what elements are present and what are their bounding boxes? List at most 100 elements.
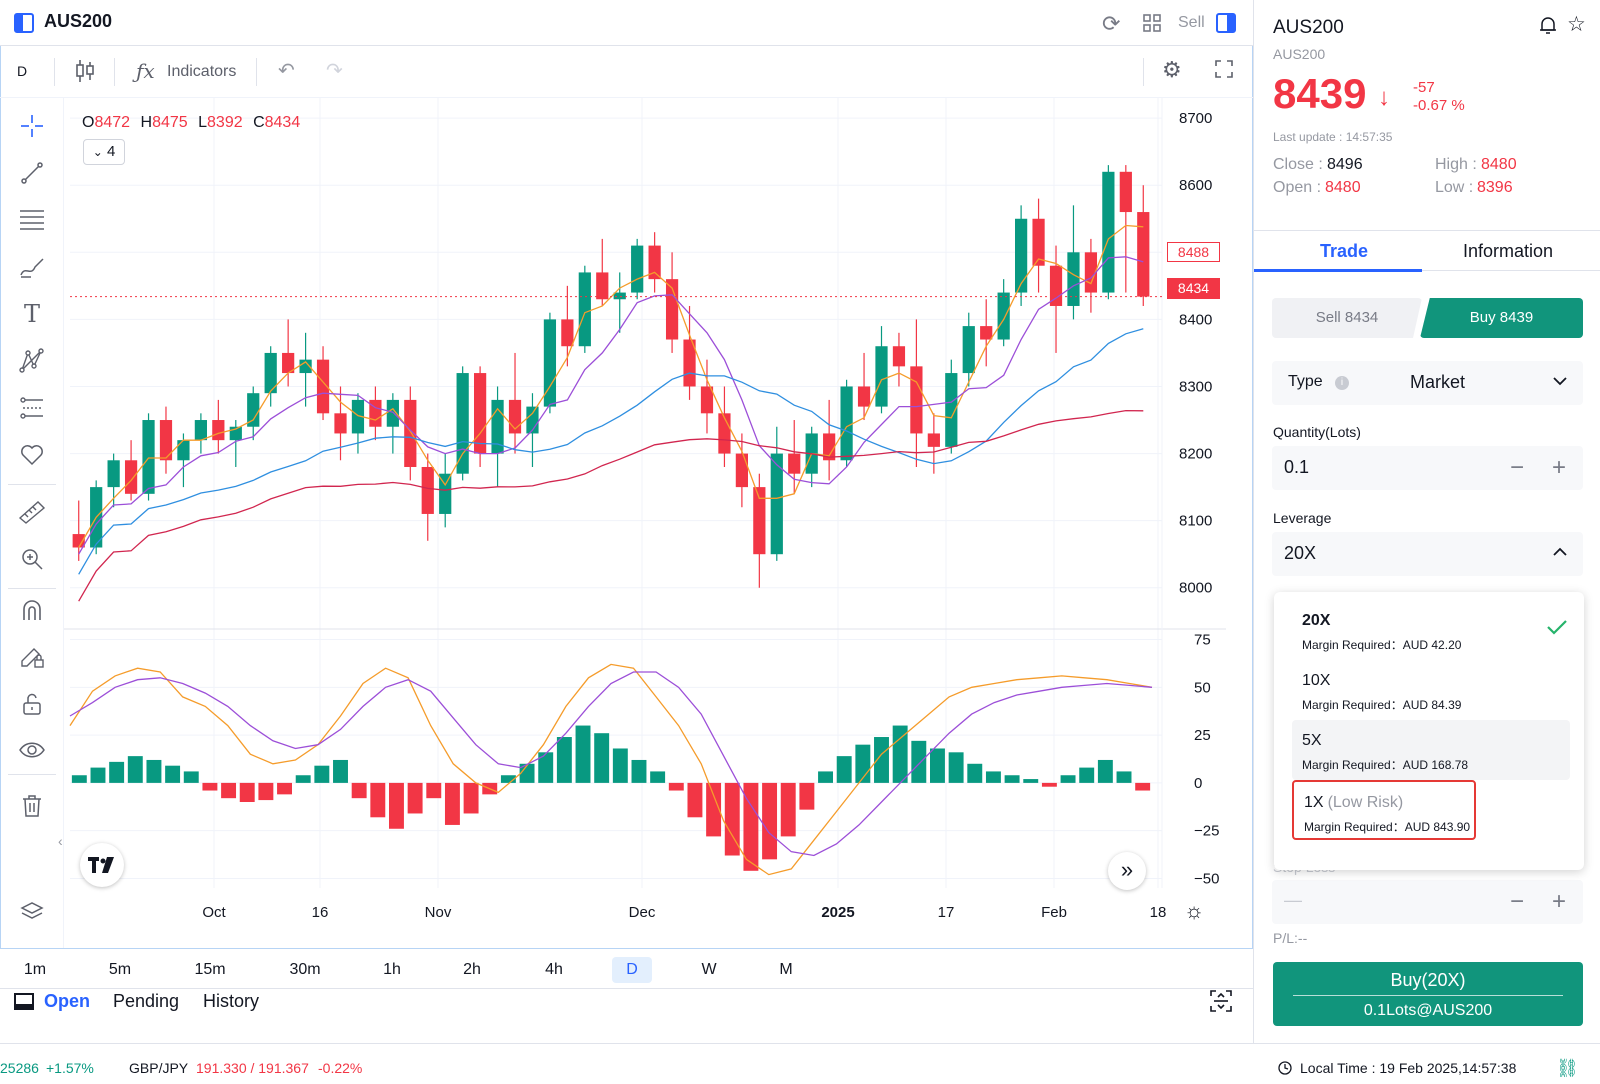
leverage-option[interactable]: 5X Margin Required：AUD 168.78	[1292, 720, 1570, 780]
histogram-bar	[239, 782, 255, 802]
tab-open[interactable]: Open	[44, 991, 91, 1011]
leverage-value: 20X	[1284, 543, 1317, 563]
magnet-icon[interactable]	[14, 592, 50, 628]
tab-history[interactable]: History	[203, 991, 260, 1011]
histogram-bar	[90, 767, 106, 783]
pl-value: P/L:--	[1273, 930, 1308, 946]
refresh-icon[interactable]: ⟳	[1102, 11, 1121, 36]
settings-gear-icon[interactable]: ⚙	[1162, 57, 1182, 82]
candle-body	[421, 466, 434, 514]
candle-body	[892, 346, 906, 367]
candle-body	[962, 326, 975, 374]
candle-body	[997, 292, 1010, 340]
timeframe-4h[interactable]: 4h	[545, 961, 563, 978]
symbol-title[interactable]: AUS200	[44, 11, 113, 31]
ohlc-legend: O8472 H8475 L8392 C8434	[82, 114, 300, 132]
minus-icon[interactable]: −	[1510, 888, 1525, 915]
histogram-bar	[370, 782, 386, 818]
order-type-select[interactable]: Type i Market	[1272, 361, 1583, 405]
histogram-bar	[538, 752, 554, 783]
histogram-bar	[631, 759, 647, 783]
plus-icon[interactable]: +	[1552, 888, 1567, 915]
grid-layout-icon[interactable]	[1142, 13, 1162, 33]
interval-button[interactable]: D	[17, 63, 28, 79]
expand-panel-icon[interactable]	[1209, 989, 1233, 1018]
info-icon[interactable]: i	[1335, 376, 1349, 390]
panel-toggle-icon[interactable]	[14, 993, 34, 1010]
submit-order-subtitle: 0.1Lots@AUS200	[1363, 1002, 1493, 1019]
ticker2-name[interactable]: GBP/JPY	[129, 1060, 189, 1076]
crosshair-icon[interactable]	[14, 108, 50, 144]
favorite-star-icon[interactable]: ☆	[1567, 13, 1586, 36]
layout-panel-icon[interactable]	[14, 13, 34, 33]
tab-pending[interactable]: Pending	[113, 991, 180, 1011]
price-chart[interactable]: 8700 8600 8400 8300 8200 8100 8000 75 50 25 0 −25 −5…	[64, 98, 1252, 948]
histogram-bar	[407, 782, 423, 814]
indicators-fx-icon[interactable]: ƒx	[136, 59, 155, 83]
fib-lines-icon[interactable]	[14, 202, 50, 238]
timeframe-M[interactable]: M	[779, 961, 793, 978]
minus-icon[interactable]: −	[1510, 454, 1525, 481]
timeframe-5m[interactable]: 5m	[108, 961, 132, 978]
tab-information[interactable]: Information	[1463, 241, 1554, 261]
collapse-toolbar-icon[interactable]: ‹	[58, 833, 63, 849]
candle-body	[1049, 265, 1063, 306]
histogram-bar	[1135, 782, 1151, 791]
pattern-icon[interactable]	[14, 343, 50, 379]
histogram-bar	[519, 763, 535, 783]
trend-line-icon[interactable]	[14, 155, 50, 191]
alert-bell-icon[interactable]	[1539, 15, 1557, 40]
leverage-select[interactable]: 20X	[1272, 532, 1583, 576]
timeframe-2h[interactable]: 2h	[463, 961, 481, 978]
timeframe-1m[interactable]: 1m	[23, 961, 47, 978]
checkmark-icon	[1546, 618, 1568, 641]
stop-loss-stepper[interactable]: — − +	[1272, 880, 1583, 924]
scroll-to-latest-button[interactable]: »	[1108, 852, 1146, 890]
time-tick-label: 18	[1150, 904, 1167, 921]
plus-icon[interactable]: +	[1552, 454, 1567, 481]
text-tool-icon[interactable]: T	[23, 300, 40, 328]
timeframe-1h[interactable]: 1h	[383, 961, 401, 978]
side-panel-toggle-icon[interactable]	[1216, 13, 1236, 33]
candle-body	[334, 413, 347, 434]
candle-body	[107, 460, 120, 488]
leverage-option[interactable]: 10X Margin Required：AUD 84.39	[1292, 660, 1570, 720]
ticker1-value[interactable]: 25286	[0, 1060, 39, 1076]
heart-icon[interactable]	[14, 437, 50, 473]
leverage-option[interactable]: 1X (Low Risk) Margin Required：AUD 843.90	[1292, 780, 1476, 840]
redo-icon[interactable]: ↷	[326, 60, 343, 82]
timeframe-D[interactable]: D	[612, 957, 652, 983]
last-update: Last update : 14:57:35	[1273, 130, 1393, 144]
brush-icon[interactable]	[14, 249, 50, 285]
eye-icon[interactable]	[14, 733, 50, 769]
submit-order-button[interactable]: Buy(20X) 0.1Lots@AUS200	[1273, 962, 1583, 1026]
connection-link-icon[interactable]: ⛓	[1556, 1058, 1579, 1078]
tradingview-logo[interactable]	[80, 843, 124, 887]
sell-toggle-label[interactable]: Sell	[1178, 14, 1205, 31]
axis-settings-icon[interactable]: ☼	[1184, 898, 1205, 923]
lock-drawings-icon[interactable]	[14, 639, 50, 675]
quantity-label: Quantity(Lots)	[1273, 424, 1361, 440]
trash-icon[interactable]	[14, 788, 50, 824]
timeframe-W[interactable]: W	[701, 961, 717, 978]
fullscreen-icon[interactable]	[1214, 59, 1234, 84]
buy-button[interactable]: Buy 8439	[1420, 298, 1583, 338]
sell-button[interactable]: Sell 8434	[1272, 298, 1422, 338]
tab-trade[interactable]: Trade	[1320, 241, 1369, 261]
candles-icon[interactable]	[74, 58, 96, 89]
ruler-icon[interactable]	[14, 494, 50, 530]
stop-loss-value[interactable]: —	[1284, 890, 1302, 910]
prediction-icon[interactable]	[14, 390, 50, 426]
candle-body	[72, 534, 85, 548]
timeframe-15m[interactable]: 15m	[194, 961, 226, 978]
unlock-icon[interactable]	[14, 686, 50, 722]
indicators-collapse-button[interactable]: ⌄ 4	[83, 139, 125, 165]
quantity-value[interactable]: 0.1	[1284, 457, 1310, 477]
undo-icon[interactable]: ↶	[278, 60, 295, 82]
quantity-stepper[interactable]: 0.1 − +	[1272, 446, 1583, 490]
leverage-option[interactable]: 20X Margin Required：AUD 42.20	[1292, 600, 1570, 660]
object-tree-icon[interactable]	[14, 894, 50, 930]
timeframe-30m[interactable]: 30m	[289, 961, 321, 978]
indicators-button[interactable]: Indicators	[167, 63, 237, 80]
zoom-in-icon[interactable]	[14, 541, 50, 577]
